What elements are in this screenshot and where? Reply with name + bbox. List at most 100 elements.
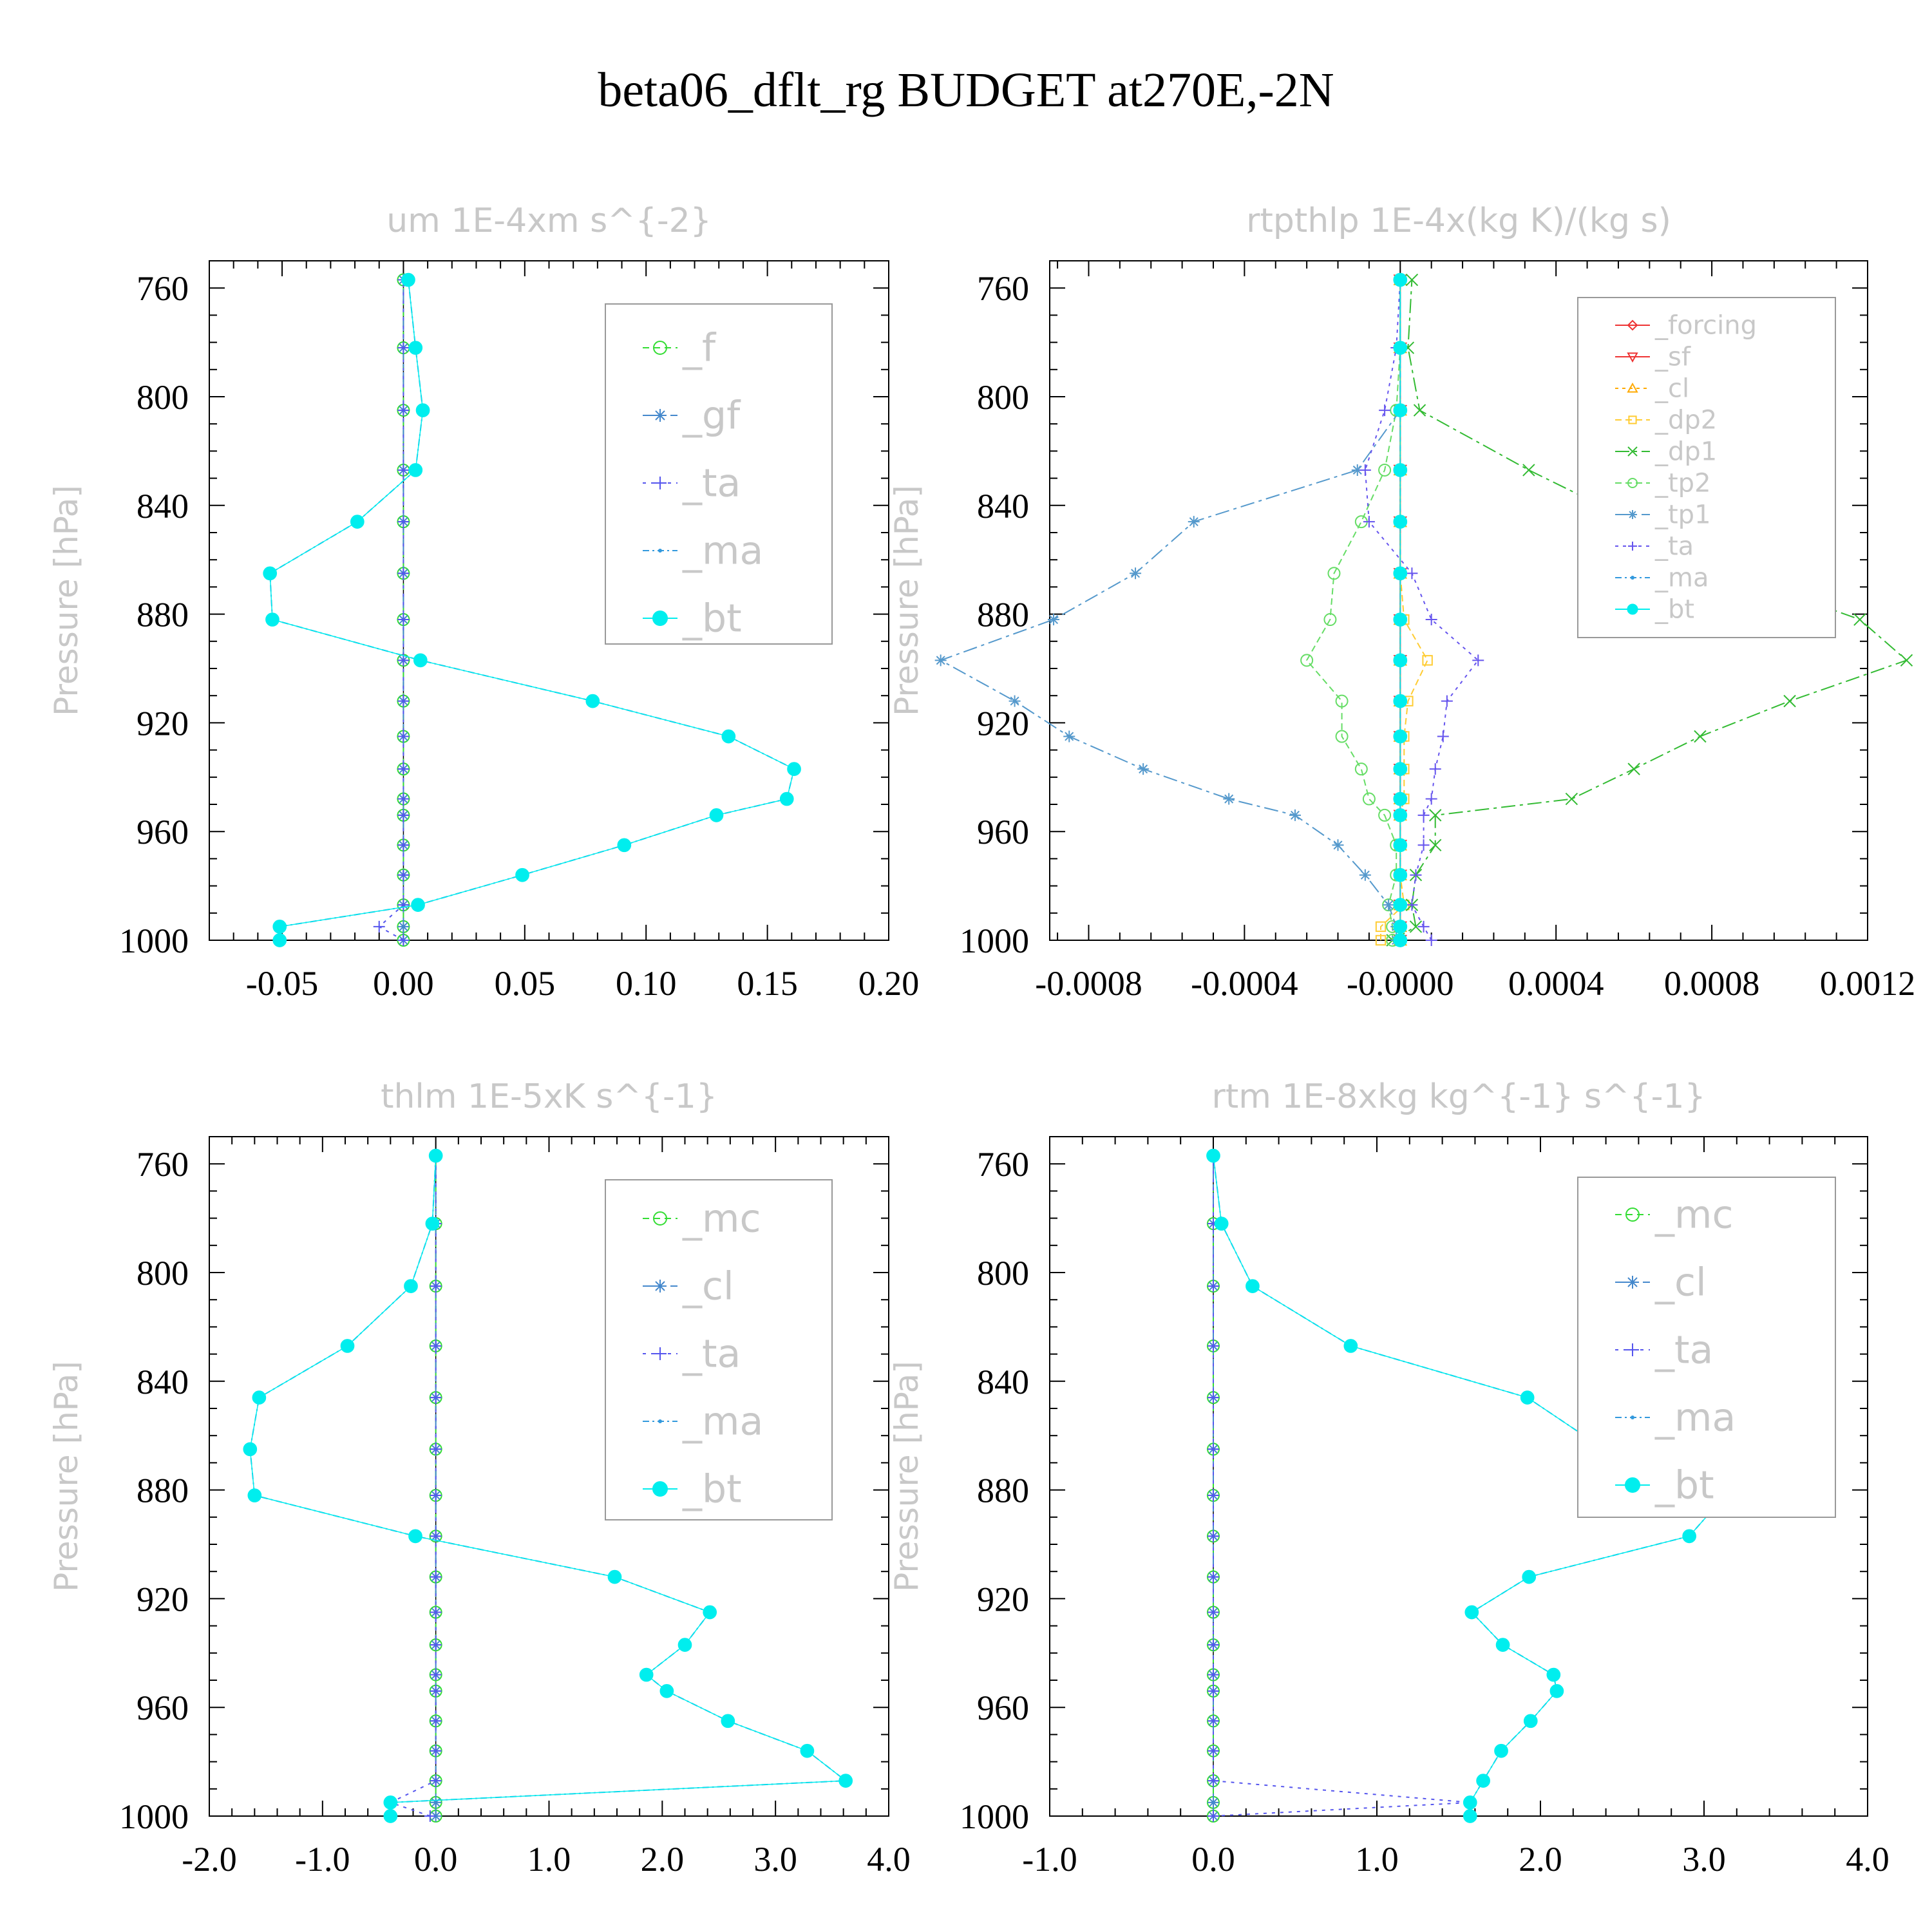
x-tick-label: 0.0	[1191, 1840, 1235, 1879]
data-point	[430, 1639, 442, 1651]
legend-label: _ma	[1654, 1395, 1736, 1440]
y-axis-label: Pressure [hPa]	[48, 485, 85, 716]
data-point	[1208, 1530, 1219, 1542]
data-point	[1393, 838, 1408, 853]
legend-entry: _forcing	[1615, 311, 1757, 341]
series-line	[939, 279, 1401, 940]
legend-label: _sf	[1654, 343, 1691, 372]
data-point	[265, 612, 279, 627]
data-point	[1383, 899, 1395, 911]
data-point	[397, 614, 410, 626]
legend-label: _cl	[1654, 1260, 1707, 1305]
x-tick-label: 3.0	[1682, 1840, 1726, 1879]
plot-frame	[1049, 260, 1868, 941]
data-point	[1323, 613, 1337, 627]
legend-label: _tp2	[1654, 469, 1711, 498]
data-point	[1363, 516, 1375, 528]
legend-label: _ma	[1654, 564, 1709, 593]
legend: _mc _cl _ta _ma _bt	[605, 1179, 833, 1520]
data-point	[1393, 933, 1408, 947]
data-point	[1417, 809, 1430, 821]
legend-label: _cl	[682, 1264, 734, 1309]
figure-title: beta06_dflt_rg BUDGET at270E,-2N	[598, 63, 1334, 117]
data-point	[1393, 341, 1408, 355]
data-point	[272, 920, 287, 934]
series-bt	[263, 272, 801, 947]
data-point	[1378, 808, 1392, 822]
legend-box	[605, 1179, 833, 1520]
data-point	[1335, 730, 1349, 743]
legend-box	[1577, 1177, 1836, 1518]
data-point	[1393, 653, 1408, 668]
x-tick-label: -2.0	[182, 1840, 236, 1879]
data-point	[1417, 920, 1430, 933]
data-point	[1300, 654, 1314, 667]
legend-entry: _ma	[643, 1399, 763, 1444]
data-point	[1417, 839, 1430, 851]
legend: _forcing_sf_cl_dp2_dp1_tp2_tp1_ta_ma_bt	[1577, 297, 1836, 638]
data-point	[340, 1339, 355, 1353]
legend-entry: _mc	[1615, 1192, 1733, 1237]
data-point	[1463, 1795, 1477, 1810]
legend-label: _gf	[682, 393, 741, 438]
x-tick-label: 4.0	[867, 1840, 911, 1879]
data-point	[1853, 613, 1866, 626]
data-point	[430, 1392, 442, 1404]
data-point	[430, 1571, 442, 1583]
x-tick-label: 0.10	[616, 964, 677, 1003]
data-point	[1188, 516, 1200, 528]
data-point	[397, 404, 410, 417]
x-tick-label: 2.0	[1519, 1840, 1562, 1879]
data-point	[1627, 762, 1640, 775]
series-line	[388, 1155, 437, 1817]
legend-entry: _dp1	[1615, 437, 1717, 467]
data-point	[272, 933, 287, 947]
data-point	[1393, 515, 1408, 529]
data-point	[1208, 1280, 1219, 1293]
data-point	[1422, 655, 1433, 666]
x-tick-label: 0.15	[737, 964, 798, 1003]
y-axis-label: Pressure [hPa]	[888, 485, 925, 716]
series-line	[269, 279, 795, 940]
legend-swatch-marker	[1631, 1416, 1634, 1419]
data-point	[430, 1280, 442, 1293]
data-point	[1137, 763, 1150, 775]
legend-swatch-marker	[658, 549, 662, 553]
data-point	[787, 762, 801, 776]
data-point	[430, 1796, 442, 1808]
legend-label: _ma	[682, 528, 763, 573]
data-point	[397, 793, 410, 805]
legend-box	[605, 303, 833, 645]
panel-title: rtm 1E-8xkg kg^{-1} s^{-1}	[1211, 1077, 1705, 1116]
legend-label: _forcing	[1654, 311, 1757, 341]
data-point	[252, 1390, 267, 1405]
data-point	[1393, 898, 1408, 912]
y-tick-label: 840	[137, 487, 189, 526]
legend-swatch-marker	[1627, 382, 1638, 393]
data-point	[1437, 730, 1449, 743]
legend-swatch-marker	[1627, 478, 1638, 488]
data-point	[1208, 1571, 1219, 1583]
legend-label: _mc	[1654, 1192, 1733, 1237]
data-point	[1009, 695, 1021, 707]
data-point	[1289, 809, 1301, 821]
data-point	[397, 654, 410, 667]
legend-box	[1577, 297, 1836, 638]
data-point	[659, 1684, 674, 1698]
data-point	[1393, 762, 1408, 776]
data-point	[263, 566, 278, 581]
data-point	[397, 516, 410, 528]
y-tick-label: 840	[977, 487, 1029, 526]
y-tick-label: 840	[977, 1363, 1029, 1401]
data-point	[1900, 654, 1913, 667]
y-tick-label: 920	[137, 1580, 189, 1618]
data-point	[1359, 464, 1371, 476]
series-line	[1305, 279, 1401, 940]
legend-swatch-marker	[658, 1419, 662, 1423]
data-point	[1565, 792, 1578, 806]
data-point	[1783, 694, 1796, 708]
legend-label: _bt	[682, 596, 742, 641]
data-point	[639, 1667, 654, 1682]
y-tick-label: 960	[137, 813, 189, 851]
